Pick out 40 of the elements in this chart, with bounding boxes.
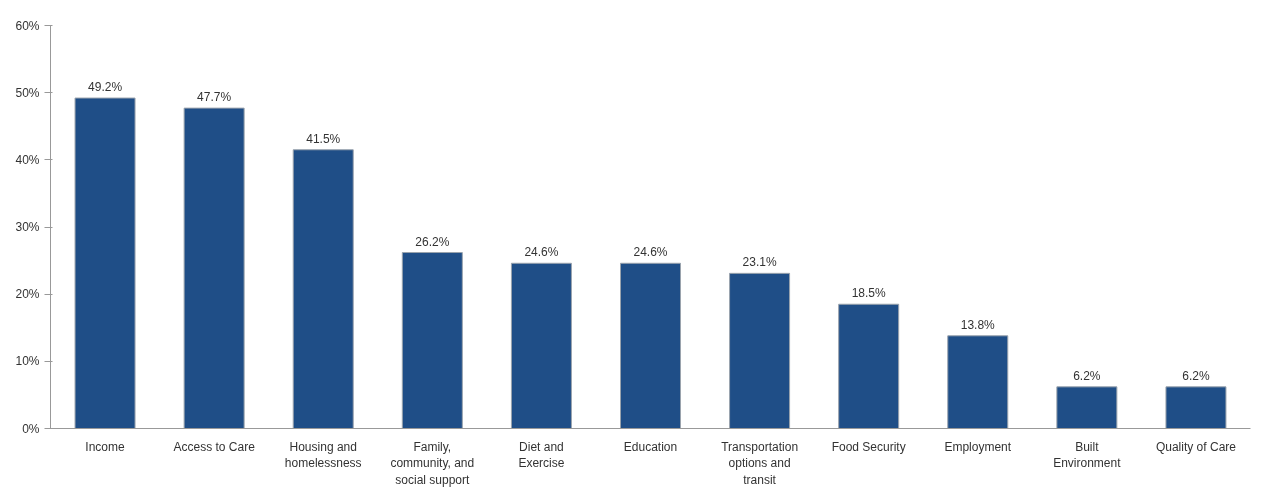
data-label: 41.5% <box>306 131 341 146</box>
x-tick-label: Employment <box>944 439 1012 454</box>
data-label: 24.6% <box>524 245 559 260</box>
data-label: 13.8% <box>960 317 996 332</box>
x-tick-label: Family, community, and social support <box>390 439 475 488</box>
data-label: 47.7% <box>197 90 232 105</box>
x-tick-label: Food Security <box>831 439 906 454</box>
bar <box>401 252 463 429</box>
y-tick-label: 50% <box>15 85 40 100</box>
y-tick-label: 60% <box>15 18 40 33</box>
bar <box>838 303 900 429</box>
bar <box>620 262 681 429</box>
y-tick-label: 10% <box>15 354 40 369</box>
x-tick-label: Built Environment <box>1053 439 1122 471</box>
data-label: 26.2% <box>415 234 450 249</box>
x-tick-label: Transportation options and transit <box>721 439 799 488</box>
bar <box>74 97 136 429</box>
x-tick-label: Housing and homelessness <box>284 439 362 471</box>
x-tick-label: Diet and Exercise <box>518 439 565 471</box>
data-label: 49.2% <box>88 80 123 95</box>
data-label: 6.2% <box>1073 368 1101 383</box>
bar <box>729 272 791 429</box>
data-label: 6.2% <box>1182 368 1210 383</box>
bar <box>947 335 1009 429</box>
bar <box>510 262 572 429</box>
x-tick-label: Education <box>623 439 678 454</box>
data-label: 18.5% <box>851 286 887 301</box>
data-label: 23.1% <box>742 255 777 270</box>
x-tick-label: Access to Care <box>173 439 256 454</box>
y-tick-label: 40% <box>15 152 40 167</box>
y-tick-label: 0% <box>22 421 40 436</box>
bar <box>183 107 245 429</box>
x-tick-label: Quality of Care <box>1155 439 1237 454</box>
bar <box>1165 386 1227 429</box>
bar <box>1056 386 1118 429</box>
y-tick-label: 20% <box>15 287 40 302</box>
data-label: 24.6% <box>633 245 668 260</box>
y-tick-label: 30% <box>15 220 40 234</box>
bar <box>292 149 354 429</box>
x-tick-label: Income <box>85 439 126 454</box>
